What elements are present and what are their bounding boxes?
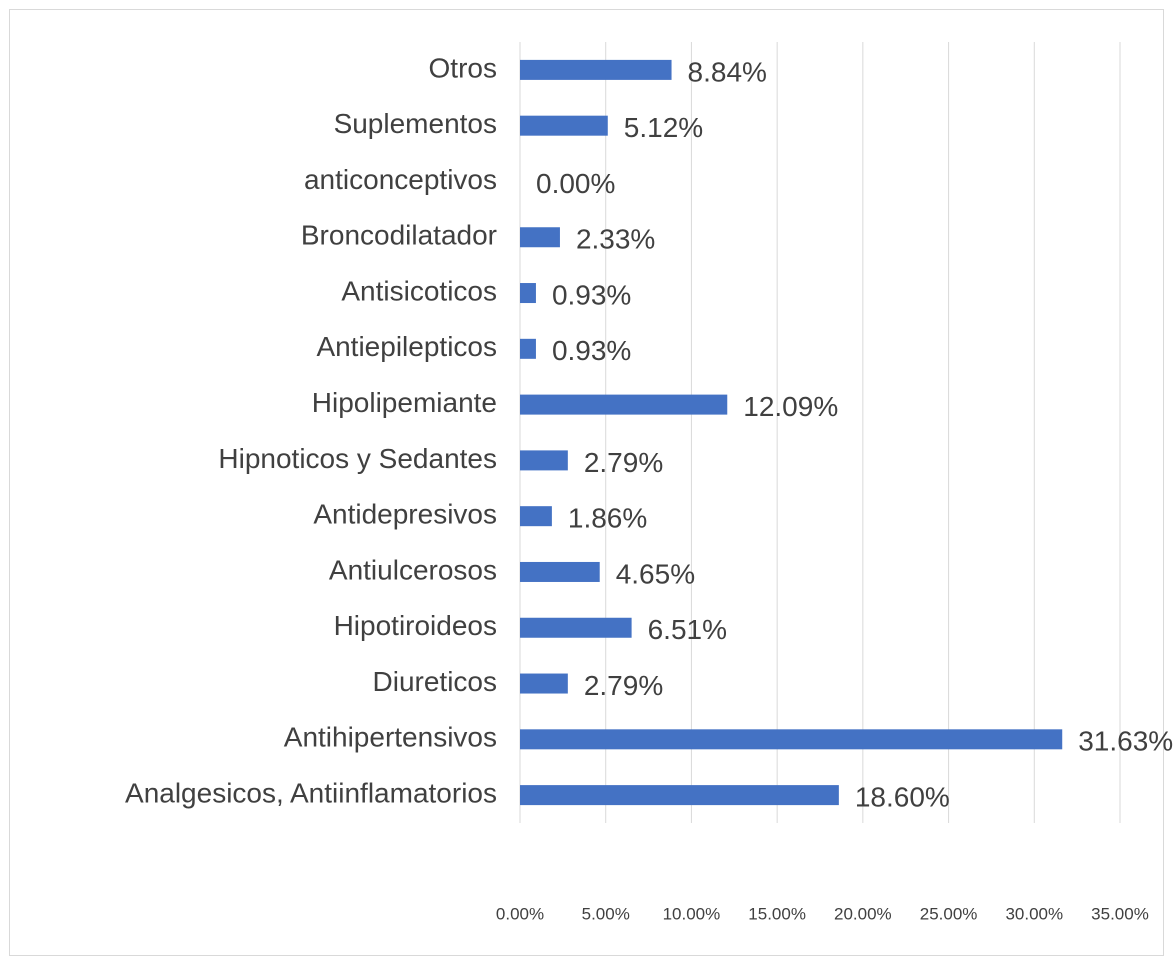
y-tick-label: Antisicoticos	[341, 275, 497, 306]
x-tick-label: 20.00%	[834, 904, 892, 923]
value-label: 12.09%	[743, 391, 838, 422]
x-tick-label: 25.00%	[920, 904, 978, 923]
y-tick-label: Antiepilepticos	[316, 331, 497, 362]
x-tick-label: 10.00%	[663, 904, 721, 923]
bar	[520, 785, 839, 806]
bar	[520, 227, 560, 248]
value-label: 0.93%	[552, 335, 631, 366]
bar	[520, 59, 672, 80]
value-label: 0.00%	[536, 168, 615, 199]
bar	[520, 506, 552, 527]
y-tick-label: Antidepresivos	[313, 499, 497, 530]
value-label: 1.86%	[568, 503, 647, 534]
value-label: 5.12%	[624, 112, 703, 143]
y-tick-label: Antiulcerosos	[329, 554, 497, 585]
y-tick-label: Broncodilatador	[301, 220, 497, 251]
value-label: 6.51%	[648, 614, 727, 645]
y-tick-label: Suplementos	[334, 108, 497, 139]
y-tick-label: Diureticos	[373, 666, 497, 697]
value-label: 2.79%	[584, 447, 663, 478]
y-tick-label: anticonceptivos	[304, 164, 497, 195]
x-tick-label: 35.00%	[1091, 904, 1149, 923]
x-tick-label: 5.00%	[582, 904, 630, 923]
x-tick-label: 0.00%	[496, 904, 544, 923]
value-label: 18.60%	[855, 781, 950, 812]
x-tick-label: 30.00%	[1005, 904, 1063, 923]
value-label: 0.93%	[552, 279, 631, 310]
bar	[520, 283, 536, 304]
chart-border	[9, 9, 1164, 956]
value-label: 4.65%	[616, 558, 695, 589]
y-tick-label: Analgesicos, Antiinflamatorios	[125, 777, 497, 808]
y-tick-label: Hipnoticos y Sedantes	[218, 443, 497, 474]
value-label: 2.33%	[576, 224, 655, 255]
x-tick-label: 15.00%	[748, 904, 806, 923]
y-tick-label: Otros	[429, 52, 497, 83]
y-tick-label: Antihipertensivos	[284, 722, 497, 753]
bar	[520, 561, 600, 582]
bar	[520, 450, 568, 471]
bar	[520, 115, 608, 136]
bar	[520, 617, 632, 638]
value-label: 31.63%	[1078, 726, 1173, 757]
value-label: 8.84%	[688, 56, 767, 87]
bar	[520, 394, 728, 415]
bar	[520, 338, 536, 359]
y-tick-label: Hipolipemiante	[312, 387, 497, 418]
bar	[520, 729, 1063, 750]
bar	[520, 673, 568, 694]
y-tick-label: Hipotiroideos	[334, 610, 497, 641]
value-label: 2.79%	[584, 670, 663, 701]
